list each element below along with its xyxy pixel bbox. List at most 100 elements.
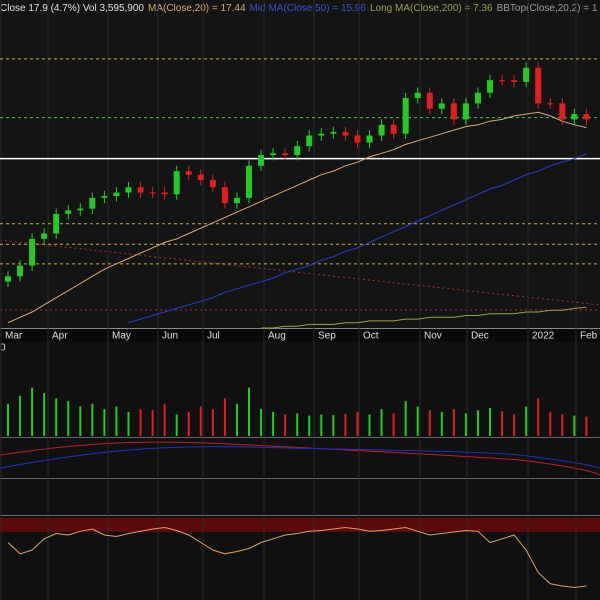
candle-body <box>17 265 24 277</box>
volume-bar <box>476 410 479 436</box>
candle-body <box>294 146 301 156</box>
volume-bar <box>248 387 250 436</box>
osc-band <box>0 518 600 532</box>
candle-body <box>246 165 252 198</box>
candle-body <box>547 103 554 105</box>
candle-body <box>583 114 590 120</box>
x-tick-label: Oct <box>363 331 379 342</box>
volume-bar <box>139 409 142 436</box>
candle-body <box>221 187 228 204</box>
x-tick-label: Sep <box>318 331 336 342</box>
legend-entry: Close 17.9 (4.7%) Vol 3,595,900 <box>0 3 144 14</box>
volume-bar <box>525 406 528 436</box>
volume-bar <box>356 411 359 436</box>
candle-body <box>101 196 108 198</box>
candle-body <box>438 103 445 109</box>
volume-bar <box>561 414 564 436</box>
volume-bar <box>223 398 226 436</box>
x-tick-label: Apr <box>52 331 68 342</box>
volume-bar <box>428 410 431 436</box>
volume-bar <box>464 413 467 436</box>
volume-bar <box>296 413 299 436</box>
volume-bar <box>344 413 347 436</box>
candle-body <box>342 131 349 136</box>
candle-body <box>414 92 421 99</box>
signal-line <box>0 446 600 469</box>
candle-body <box>390 124 397 134</box>
candle-body <box>209 180 216 188</box>
volume-bar <box>91 403 94 436</box>
volume-bar <box>55 398 58 436</box>
hist-panel <box>0 479 600 515</box>
trend-line <box>0 239 600 306</box>
volume-bar <box>175 414 178 436</box>
volume-bar <box>19 395 22 436</box>
volume-bar <box>501 411 504 436</box>
volume-bar <box>151 410 154 436</box>
volume-bar <box>67 401 70 436</box>
candle-body <box>197 174 204 181</box>
candle-body <box>499 80 506 82</box>
volume-bar <box>392 413 395 436</box>
volume-bar <box>368 414 371 436</box>
volume-bar <box>31 387 34 436</box>
ma-line <box>128 153 587 324</box>
price-panel <box>0 0 600 328</box>
volume-bar <box>284 414 287 436</box>
ma-line <box>7 111 587 324</box>
candle-body <box>270 153 277 156</box>
volume-bar <box>573 415 576 436</box>
candle-body <box>330 131 337 134</box>
volume-bar <box>211 409 214 436</box>
legend-entry: Mid MA(Close,50) = 15.96 <box>250 3 367 14</box>
volume-bar <box>163 403 166 436</box>
candle-body <box>450 103 457 120</box>
volume-bar <box>7 403 9 436</box>
volume-bar <box>537 398 540 436</box>
candle-body <box>318 133 325 136</box>
candle-body <box>559 103 566 120</box>
candle-body <box>487 80 493 93</box>
candle-body <box>462 103 469 120</box>
candle-body <box>571 114 578 120</box>
volume-bar <box>416 406 419 436</box>
candle-body <box>282 153 289 156</box>
candle-body <box>65 210 72 214</box>
legend-entry: MA(Close,20) = 17.44 <box>148 3 246 14</box>
macd-line <box>0 441 600 476</box>
volume-bar <box>115 406 118 436</box>
candle-body <box>125 187 132 193</box>
candle-body <box>535 67 542 104</box>
candle-body <box>306 135 313 147</box>
volume-bar <box>308 415 311 436</box>
candle-body <box>233 197 240 204</box>
volume-bar <box>489 408 491 436</box>
volume-bar <box>127 411 130 436</box>
oscillator-line <box>7 526 587 589</box>
candle-body <box>511 80 518 82</box>
x-tick-label: Jul <box>207 331 220 342</box>
candle-body <box>113 192 120 197</box>
x-tick-label: Jun <box>162 331 178 342</box>
volume-bar <box>272 411 275 436</box>
candle-body <box>402 98 409 134</box>
volume-bar <box>79 406 82 436</box>
candle-body <box>185 171 192 175</box>
candle-body <box>426 92 433 109</box>
candle-body <box>5 276 11 282</box>
candle-body <box>89 197 96 209</box>
x-tick-label: Nov <box>424 331 442 342</box>
volume-bar <box>103 409 106 436</box>
candle-body <box>258 155 265 166</box>
candle-body <box>474 92 481 104</box>
candle-body <box>354 135 361 143</box>
volume-bar <box>199 406 202 436</box>
volume-bar <box>380 409 383 436</box>
x-tick-label: Aug <box>268 331 286 342</box>
macd-panel <box>0 438 600 478</box>
ma-line <box>261 306 587 329</box>
x-tick-label: Feb <box>580 331 598 342</box>
volume-bar <box>404 401 407 436</box>
volume-bar <box>187 411 190 436</box>
